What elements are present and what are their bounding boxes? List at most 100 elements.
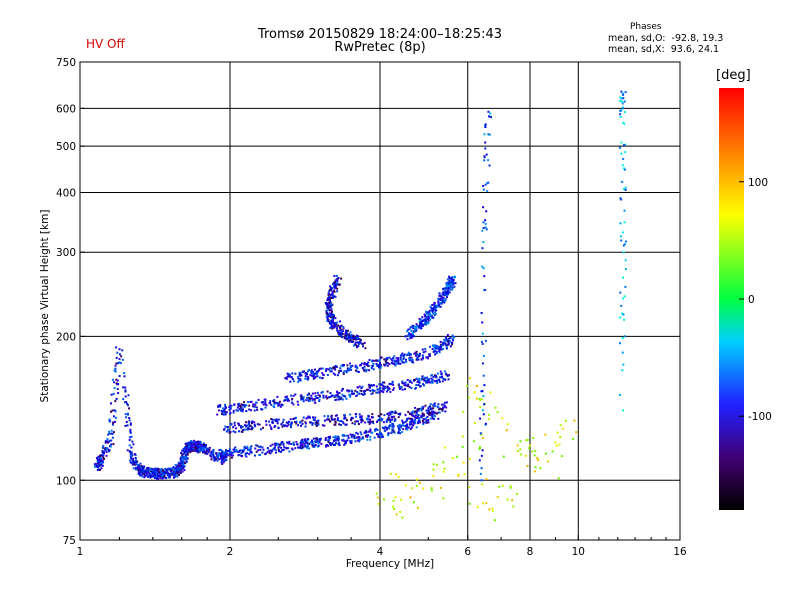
- data-point: [624, 259, 627, 262]
- data-point: [429, 314, 432, 317]
- data-point: [261, 401, 264, 404]
- data-point: [277, 448, 280, 451]
- data-point: [183, 448, 186, 451]
- data-point: [412, 335, 415, 338]
- data-point: [621, 164, 624, 167]
- data-point: [245, 447, 247, 450]
- data-point: [329, 299, 331, 302]
- data-point: [237, 422, 240, 425]
- data-point: [393, 431, 396, 434]
- data-point: [409, 496, 412, 499]
- data-point: [301, 441, 304, 444]
- data-point: [201, 444, 204, 446]
- data-point: [436, 381, 439, 384]
- data-point: [345, 337, 348, 340]
- data-point: [401, 516, 404, 519]
- x-axis-label: Frequency [MHz]: [345, 558, 435, 570]
- data-point: [406, 379, 409, 381]
- data-point: [416, 358, 418, 361]
- data-point: [447, 286, 450, 289]
- data-point: [272, 447, 275, 450]
- data-point: [297, 377, 300, 380]
- data-point: [293, 443, 295, 446]
- data-point: [414, 328, 417, 331]
- data-point: [140, 464, 143, 467]
- data-point: [228, 429, 231, 432]
- data-point: [217, 409, 220, 412]
- data-point: [354, 413, 357, 416]
- data-point: [364, 431, 367, 434]
- data-point: [425, 417, 427, 420]
- data-point: [149, 472, 152, 475]
- data-point: [132, 457, 134, 460]
- data-point: [294, 447, 297, 450]
- data-point: [396, 357, 399, 360]
- data-point: [178, 466, 180, 469]
- data-point: [463, 473, 466, 476]
- data-point: [108, 449, 111, 452]
- data-point: [184, 442, 187, 445]
- data-point: [331, 294, 334, 297]
- data-point: [210, 453, 213, 456]
- data-point: [304, 438, 307, 441]
- data-point: [381, 418, 384, 421]
- data-point: [298, 373, 301, 376]
- data-point: [334, 438, 337, 441]
- data-point: [454, 282, 457, 285]
- data-point: [238, 449, 241, 452]
- data-point: [479, 398, 482, 401]
- data-point: [330, 367, 333, 370]
- data-point: [228, 432, 231, 434]
- data-point: [255, 444, 258, 447]
- data-point: [326, 319, 329, 322]
- data-point: [376, 496, 379, 499]
- data-point: [311, 442, 314, 445]
- data-point: [355, 369, 357, 372]
- data-point: [408, 412, 411, 415]
- data-point: [212, 453, 215, 456]
- data-point: [447, 343, 450, 346]
- data-point: [181, 470, 184, 473]
- data-point: [264, 406, 267, 409]
- data-point: [245, 404, 248, 407]
- data-point: [240, 452, 243, 455]
- data-point: [482, 188, 485, 191]
- data-point: [306, 438, 309, 441]
- data-point: [354, 420, 357, 423]
- data-point: [342, 365, 345, 368]
- data-point: [100, 454, 103, 457]
- data-point: [446, 343, 449, 346]
- data-point: [227, 428, 230, 431]
- data-point: [622, 363, 625, 366]
- data-point: [99, 457, 102, 460]
- data-point: [334, 421, 337, 424]
- data-point: [117, 362, 120, 365]
- data-point: [416, 415, 419, 418]
- data-point: [221, 411, 224, 414]
- data-point: [354, 364, 357, 367]
- data-point: [327, 320, 330, 323]
- data-point: [485, 153, 488, 156]
- data-point: [468, 457, 471, 460]
- data-point: [400, 354, 403, 357]
- data-point: [391, 422, 394, 425]
- data-point: [112, 392, 115, 395]
- data-point: [435, 380, 438, 383]
- data-point: [316, 420, 319, 423]
- data-point: [399, 358, 402, 361]
- data-point: [413, 352, 416, 355]
- data-point: [536, 457, 539, 459]
- data-point: [223, 408, 226, 411]
- data-point: [115, 382, 118, 385]
- data-point: [140, 469, 143, 472]
- data-point: [356, 366, 359, 369]
- data-point: [433, 306, 436, 309]
- data-point: [235, 449, 238, 452]
- data-point: [451, 288, 454, 291]
- data-point: [623, 168, 626, 171]
- data-point: [411, 334, 414, 337]
- data-point: [115, 378, 118, 381]
- data-point: [444, 344, 447, 347]
- data-point: [233, 403, 236, 406]
- data-point: [262, 448, 265, 451]
